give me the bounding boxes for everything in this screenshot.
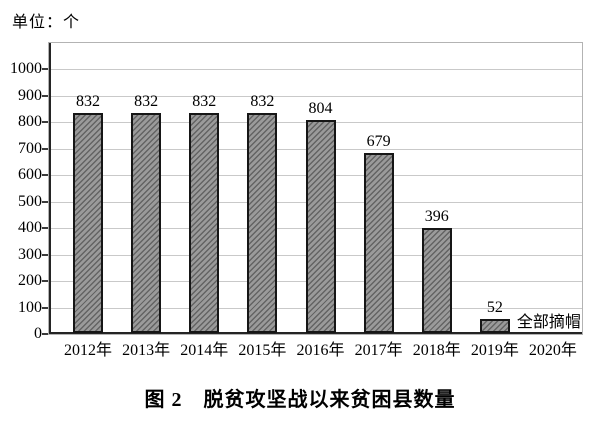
bar-2015年 xyxy=(247,112,278,333)
y-tick-label-100: 100 xyxy=(18,298,42,316)
x-tick-label-2016年: 2016年 xyxy=(296,342,345,359)
y-tick-300 xyxy=(42,253,48,256)
y-tick-label-800: 800 xyxy=(18,113,42,131)
y-tick-label-500: 500 xyxy=(18,192,42,210)
bar-value-label-2019年: 52 xyxy=(486,299,503,317)
x-tick-label-2018年: 2018年 xyxy=(412,342,461,359)
y-tick-900 xyxy=(42,94,48,97)
x-tick-label-2013年: 2013年 xyxy=(122,342,171,359)
y-tick-500 xyxy=(42,200,48,203)
y-tick-800 xyxy=(42,121,48,124)
x-tick-label-2014年: 2014年 xyxy=(180,342,229,359)
y-tick-label-1000: 1000 xyxy=(10,60,42,78)
x-tick-label-2015年: 2015年 xyxy=(238,342,287,359)
bar-2018年 xyxy=(421,228,452,333)
bar-2013年 xyxy=(131,112,162,333)
unit-label: 单位：个 xyxy=(12,14,81,31)
x-tick-label-2020年: 2020年 xyxy=(528,342,577,359)
plot-area: 832 832 832 832 804 679 396 52 全部摘帽 xyxy=(48,42,583,335)
y-tick-label-700: 700 xyxy=(18,139,42,157)
y-tick-400 xyxy=(42,227,48,230)
y-tick-label-300: 300 xyxy=(18,245,42,263)
bar-value-label-2018年: 396 xyxy=(424,208,449,226)
bar-value-label-2016年: 804 xyxy=(308,100,333,118)
y-tick-0 xyxy=(42,333,48,335)
gridline-1000 xyxy=(49,69,582,71)
bar-2012年 xyxy=(73,112,104,333)
bar-value-label-2017年: 679 xyxy=(366,133,391,151)
x-tick-label-2017年: 2017年 xyxy=(354,342,403,359)
y-tick-1000 xyxy=(42,68,48,71)
y-tick-label-200: 200 xyxy=(18,272,42,290)
y-axis-line xyxy=(49,43,51,334)
x-tick-label-2012年: 2012年 xyxy=(64,342,113,359)
bar-value-label-2014年: 832 xyxy=(192,92,217,110)
bar-2017年 xyxy=(363,153,394,333)
bar-value-label-2013年: 832 xyxy=(134,92,159,110)
bar-value-label-2012年: 832 xyxy=(76,92,101,110)
y-tick-label-900: 900 xyxy=(18,86,42,104)
gridline-900 xyxy=(49,95,582,97)
y-tick-label-0: 0 xyxy=(34,325,42,342)
y-tick-100 xyxy=(42,306,48,309)
annotation-label: 全部摘帽 xyxy=(516,314,581,331)
y-tick-label-400: 400 xyxy=(18,219,42,237)
x-tick-label-2019年: 2019年 xyxy=(470,342,519,359)
figure-caption: 图 2 脱贫攻坚战以来贫困县数量 xyxy=(144,389,456,411)
y-tick-700 xyxy=(42,147,48,150)
bar-2019年 xyxy=(479,319,510,333)
bar-2014年 xyxy=(189,112,220,333)
y-tick-600 xyxy=(42,174,48,177)
x-axis-line xyxy=(49,332,582,334)
bar-value-label-2015年: 832 xyxy=(250,92,275,110)
bar-2016年 xyxy=(305,120,336,333)
y-tick-200 xyxy=(42,280,48,283)
y-tick-label-600: 600 xyxy=(18,166,42,184)
